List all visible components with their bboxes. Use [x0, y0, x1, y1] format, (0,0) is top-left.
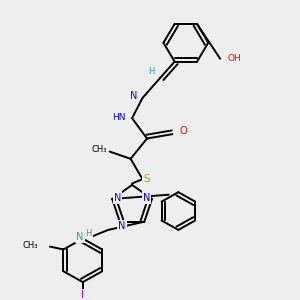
Text: H: H — [85, 229, 92, 238]
Text: CH₃: CH₃ — [91, 145, 107, 154]
Text: I: I — [81, 290, 84, 300]
Text: N: N — [118, 221, 126, 231]
Text: H: H — [148, 67, 154, 76]
Text: N: N — [76, 232, 84, 242]
Text: S: S — [143, 174, 150, 184]
Text: O: O — [180, 126, 188, 136]
Text: N: N — [130, 92, 137, 101]
Text: CH₃: CH₃ — [22, 241, 38, 250]
Text: N: N — [114, 193, 121, 202]
Text: HN: HN — [112, 113, 126, 122]
Text: OH: OH — [228, 54, 242, 63]
Text: N: N — [143, 193, 150, 202]
